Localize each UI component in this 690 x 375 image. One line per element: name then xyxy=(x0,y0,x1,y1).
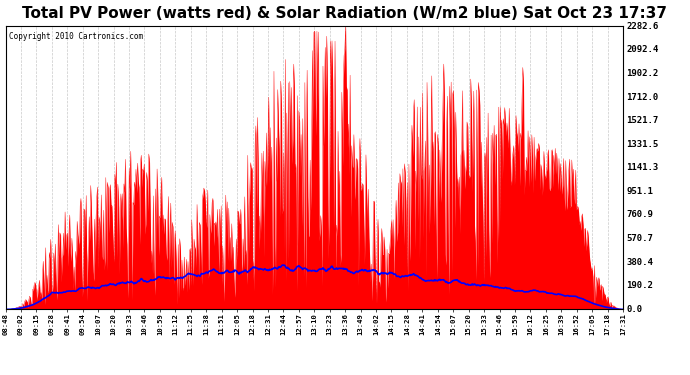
Text: 570.7: 570.7 xyxy=(627,234,653,243)
Text: 380.4: 380.4 xyxy=(627,258,653,267)
Text: Total PV Power (watts red) & Solar Radiation (W/m2 blue) Sat Oct 23 17:37: Total PV Power (watts red) & Solar Radia… xyxy=(23,6,667,21)
Text: 2092.4: 2092.4 xyxy=(627,45,659,54)
Text: 760.9: 760.9 xyxy=(627,210,653,219)
Text: Copyright 2010 Cartronics.com: Copyright 2010 Cartronics.com xyxy=(8,32,143,41)
Text: 0.0: 0.0 xyxy=(627,305,642,314)
Text: 1902.2: 1902.2 xyxy=(627,69,659,78)
Text: 1331.5: 1331.5 xyxy=(627,140,659,149)
Text: 1141.3: 1141.3 xyxy=(627,164,659,172)
Text: 1712.0: 1712.0 xyxy=(627,93,659,102)
Text: 2282.6: 2282.6 xyxy=(627,22,659,31)
Text: 951.1: 951.1 xyxy=(627,187,653,196)
Text: 1521.7: 1521.7 xyxy=(627,116,659,125)
Text: 190.2: 190.2 xyxy=(627,281,653,290)
